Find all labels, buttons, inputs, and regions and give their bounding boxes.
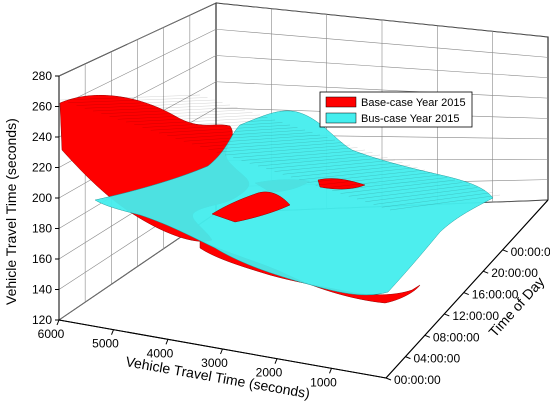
x-tick-label: 4000: [147, 346, 174, 360]
mesh-line: [183, 132, 313, 142]
mesh-line: [59, 94, 201, 101]
x-tick-mark: [329, 368, 332, 374]
bus-case-surface: [94, 110, 494, 296]
mesh-line: [150, 122, 283, 131]
mesh-line: [315, 172, 433, 186]
mesh-line: [224, 144, 351, 156]
mesh-line: [389, 194, 501, 211]
surface-mesh: [59, 94, 501, 211]
mesh-line: [340, 179, 456, 194]
mesh-line: [332, 177, 448, 191]
mesh-line: [208, 139, 336, 150]
x-tick-mark: [274, 358, 278, 364]
x-tick-label: 3000: [201, 356, 228, 370]
y-tick-label: 08:00:00: [433, 330, 480, 344]
z-tick-label: 160: [32, 252, 52, 266]
mesh-line: [200, 137, 328, 147]
mesh-line: [299, 167, 418, 180]
mesh-line: [274, 159, 396, 172]
y-tick-mark: [444, 313, 450, 317]
mesh-line: [117, 112, 253, 120]
z-tick-label: 180: [32, 222, 52, 236]
y-tick-mark: [424, 334, 431, 338]
y-tick-mark: [405, 356, 411, 360]
mesh-line: [216, 142, 343, 153]
mesh-line: [323, 174, 441, 189]
mesh-line: [76, 99, 216, 106]
mesh-line: [142, 119, 276, 128]
y-tick-label: 16:00:00: [472, 288, 519, 302]
mesh-line: [101, 107, 238, 114]
x-tick-mark: [111, 329, 114, 335]
y-tick-label: 00:00:00: [394, 373, 441, 387]
mesh-line: [92, 104, 231, 112]
z-tick-label: 240: [32, 130, 52, 144]
x-tick-mark: [165, 339, 169, 345]
base-case-overlap: [211, 178, 366, 223]
z-tick-label: 280: [32, 69, 52, 83]
mesh-line: [134, 117, 268, 125]
legend-swatch-bus: [325, 112, 357, 124]
legend: Base-case Year 2015 Bus-case Year 2015: [319, 91, 473, 128]
z-tick-label: 260: [32, 100, 52, 114]
y-axis-ticks: 00:00:00 04:00:00 08:00:00 12:00:00 16:00:00…: [385, 245, 550, 387]
y-tick-mark: [502, 249, 508, 253]
legend-swatch-base: [325, 96, 357, 108]
mesh-line: [257, 154, 381, 167]
z-tick-label: 220: [32, 161, 52, 175]
mesh-line: [307, 169, 426, 183]
y-axis-title: Time of Day: [485, 274, 547, 340]
z-tick-label: 120: [32, 313, 52, 327]
mesh-line: [282, 162, 403, 175]
mesh-line: [241, 149, 366, 161]
mesh-line: [84, 102, 223, 109]
z-axis-title: Vehicle Travel Time (seconds): [3, 118, 19, 305]
x-tick-mark: [56, 319, 60, 326]
mesh-line: [158, 124, 291, 134]
mesh-line: [125, 114, 261, 123]
y-tick-label: 12:00:00: [452, 309, 499, 323]
y-tick-mark: [483, 270, 489, 274]
mesh-line: [348, 182, 463, 197]
y-tick-mark: [385, 377, 392, 381]
y-tick-label: 04:00:00: [413, 352, 460, 366]
x-tick-label: 5000: [92, 337, 119, 351]
mesh-line: [365, 187, 478, 202]
mesh-line: [68, 97, 208, 103]
mesh-line: [109, 109, 246, 117]
y-tick-label: 00:00:00: [511, 245, 550, 259]
z-axis-ticks: 120 140 160 180 200 220 240 260 280: [32, 69, 59, 327]
y-tick-label: 20:00:00: [491, 266, 538, 280]
mesh-line: [356, 184, 471, 200]
mesh-line: [167, 127, 298, 136]
mesh-line: [175, 129, 306, 139]
legend-label-bus: Bus-case Year 2015: [361, 113, 459, 125]
mesh-line: [373, 189, 486, 205]
mesh-line: [290, 164, 411, 178]
y-tick-mark: [463, 292, 469, 296]
mesh-line: [249, 152, 373, 164]
legend-label-base: Base-case Year 2015: [361, 97, 466, 109]
z-tick-label: 140: [32, 283, 52, 297]
mesh-line: [233, 147, 358, 158]
mesh-line: [381, 192, 493, 208]
x-tick-label: 2000: [256, 366, 283, 380]
x-tick-mark: [220, 348, 223, 355]
z-tick-label: 200: [32, 191, 52, 205]
x-axis-ticks: 6000 5000 4000 3000 2000 1000: [38, 319, 337, 389]
x-tick-label: 6000: [38, 327, 65, 341]
mesh-line: [191, 134, 321, 145]
x-tick-label: 1000: [310, 375, 337, 389]
mesh-line: [266, 157, 388, 169]
